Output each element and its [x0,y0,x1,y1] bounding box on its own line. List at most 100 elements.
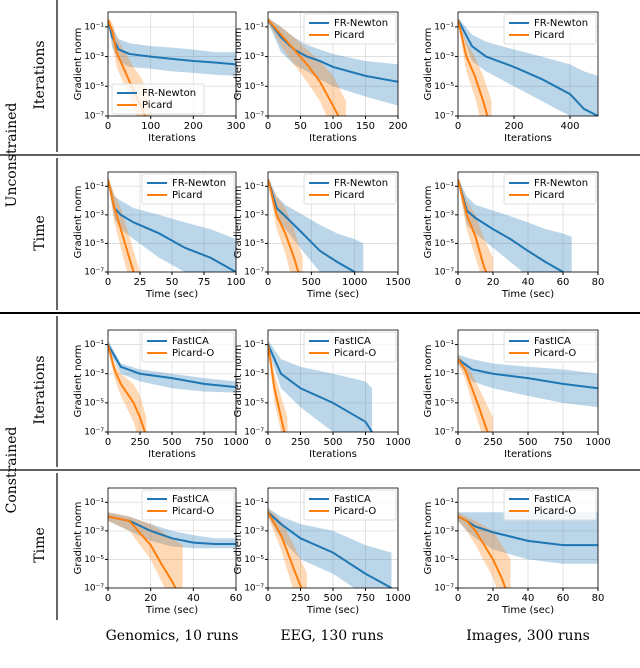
legend-box [141,331,235,363]
x-tick-label: 40 [187,593,200,604]
line [458,19,598,116]
y-tick-label: 10⁻¹ [434,498,454,508]
y-tick-label: 10⁻⁷ [434,268,454,278]
band [458,177,493,272]
legend-label: Picard-O [534,506,576,517]
subplot: 10⁻¹ 10⁻³ 10⁻⁵ 10⁻⁷0 20 40 60 Time (sec) Gradien… [73,487,243,616]
line [108,344,236,389]
x-tick-label: 500 [302,277,321,288]
y-tick-label: 10⁻¹ [84,22,104,32]
legend-box [303,331,397,363]
band [458,17,492,116]
y-tick-label: 10⁻¹ [244,340,264,350]
x-tick-label: 40 [522,593,535,604]
x-tick-label: 0 [455,593,461,604]
y-tick-label: 10⁻⁷ [434,112,454,122]
column-label: Genomics, 10 runs [106,628,239,644]
legend-box [303,13,397,45]
x-tick-label: 80 [592,593,605,604]
x-tick-label: 200 [184,121,203,132]
axes-frame [457,171,599,273]
y-tick-label: 10⁻⁵ [434,82,454,92]
row-label: Time [32,527,48,562]
x-tick-label: 100 [323,121,342,132]
x-tick-label: 0 [105,437,111,448]
x-tick-label: 250 [291,593,310,604]
legend-label: FastICA [334,336,371,347]
legend-label: Picard [142,100,173,111]
legend-label: Picard-O [334,506,376,517]
line [268,19,340,116]
line [458,358,598,390]
y-axis-label: Gradient norm [73,502,84,575]
axes-frame [107,11,237,117]
legend-label: FR-Newton [334,178,388,189]
band [108,177,140,272]
y-tick-label: 10⁻¹ [84,340,104,350]
legend-label: FR-Newton [172,178,226,189]
y-tick-label: 10⁻⁷ [244,584,264,594]
legend-box [503,13,597,45]
x-tick-label: 25 [134,277,147,288]
y-axis-label: Gradient norm [73,345,84,418]
legend-label: FastICA [334,494,371,505]
y-tick-label: 10⁻⁵ [84,398,104,408]
y-axis-label: Gradient norm [423,502,434,575]
plot-area [458,354,598,432]
y-tick-label: 10⁻⁵ [84,555,104,565]
subplot: 10⁻¹ 10⁻³ 10⁻⁵ 10⁻⁷0 20 40 60 80 Time (sec) Gradi… [423,487,605,616]
legend-label: FastICA [172,494,209,505]
y-tick-label: 10⁻⁷ [84,268,104,278]
y-tick-label: 10⁻⁷ [244,428,264,438]
legend-label: Picard-O [172,348,214,359]
line [108,344,146,432]
legend-label: FastICA [534,336,571,347]
x-tick-label: 200 [388,121,407,132]
band [458,177,572,272]
legend-box [503,331,597,363]
legend-label: FastICA [534,494,571,505]
band [458,17,598,116]
x-tick-label: 75 [198,277,211,288]
y-axis-label: Gradient norm [233,502,244,575]
line [268,19,398,83]
y-tick-label: 10⁻¹ [84,182,104,192]
x-axis-label: Time (sec) [306,289,359,300]
y-tick-label: 10⁻⁵ [244,82,264,92]
x-tick-label: 20 [487,277,500,288]
subplot: 10⁻¹ 10⁻³ 10⁻⁵ 10⁻⁷0 25 50 75 100 Time (sec) Grad… [73,171,246,300]
legend-box [141,489,235,521]
subplot: 10⁻¹ 10⁻³ 10⁻⁵ 10⁻⁷0 500 1000 1500 Time (sec) Gr… [233,171,411,300]
plot-area [458,177,572,272]
x-axis-label: Iterations [148,133,196,144]
y-tick-label: 10⁻⁵ [244,239,264,249]
line [108,179,135,272]
legend-label: Picard [172,190,203,201]
y-tick-label: 10⁻⁷ [84,584,104,594]
x-tick-label: 0 [265,277,271,288]
band [458,354,598,408]
y-tick-label: 10⁻⁵ [244,555,264,565]
band [108,340,236,393]
line [108,515,177,588]
y-axis-label: Gradient norm [73,186,84,259]
x-axis-label: Time (sec) [306,605,359,616]
legend-label: FR-Newton [142,88,196,99]
subplot: 10⁻¹ 10⁻³ 10⁻⁵ 10⁻⁷0 50 100 150 200 Iterations Gr… [233,11,408,144]
band [268,177,303,272]
y-tick-label: 10⁻⁷ [84,428,104,438]
y-tick-label: 10⁻³ [244,369,264,379]
subplot: 10⁻¹ 10⁻³ 10⁻⁵ 10⁻⁷0 250 500 750 1000 Time (sec)… [233,487,411,616]
x-tick-label: 60 [230,593,243,604]
plot-area [458,17,598,116]
x-tick-label: 1500 [385,277,410,288]
band [268,17,398,106]
x-tick-label: 0 [455,277,461,288]
x-tick-label: 20 [144,593,157,604]
